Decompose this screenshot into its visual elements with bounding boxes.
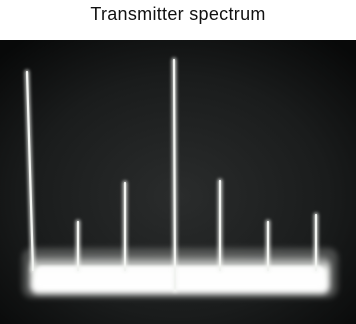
- spectral-line: [172, 58, 177, 292]
- figure-title: Transmitter spectrum: [90, 4, 266, 24]
- noise-floor: [22, 248, 338, 298]
- spectral-lines: [24, 57, 319, 293]
- spectrum-photo: [0, 40, 356, 324]
- spectral-line: [25, 70, 35, 272]
